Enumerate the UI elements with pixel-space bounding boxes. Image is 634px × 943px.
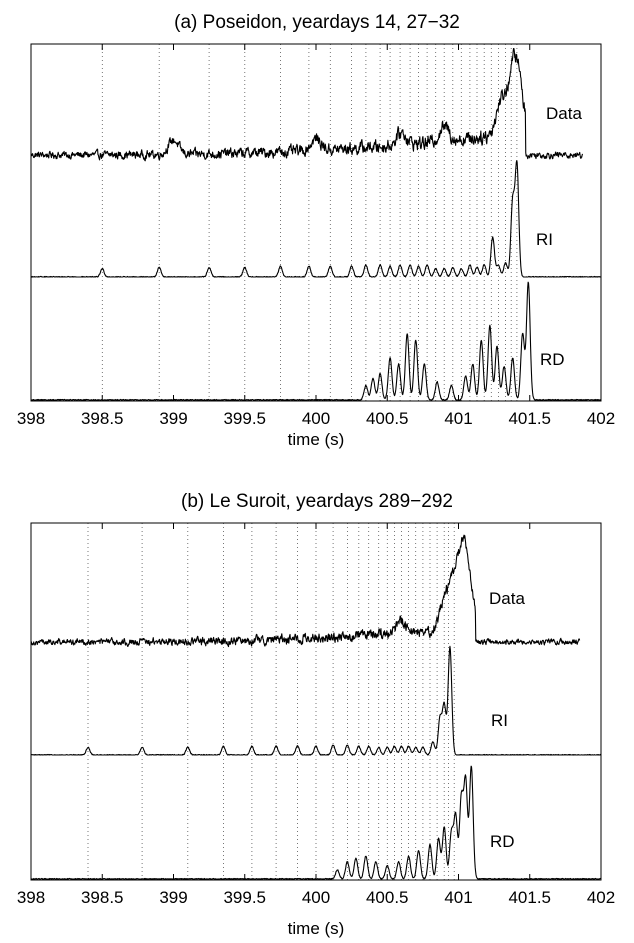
panel-b-xtick-label-8: 402 — [587, 888, 615, 907]
panel-a-label-ri: RI — [536, 230, 553, 249]
panel-b: (b) Le Suroit, yeardays 289−292 398 398.5… — [17, 491, 615, 938]
panel-b-label-rd: RD — [490, 832, 515, 851]
panel-a-xtick-label-4: 400 — [302, 409, 330, 428]
panel-a: (a) Poseidon, yeardays 14, 27−32 398 398.… — [17, 12, 615, 449]
panel-a-xtick-label-5: 400.5 — [366, 409, 409, 428]
panel-a-title: (a) Poseidon, yeardays 14, 27−32 — [174, 12, 460, 33]
panel-b-label-data: Data — [489, 589, 525, 608]
panel-a-label-data: Data — [546, 104, 582, 123]
panel-a-xlabel: time (s) — [288, 430, 345, 449]
panel-a-xtick-label-6: 401 — [444, 409, 472, 428]
panel-a-xtick-label-2: 399 — [159, 409, 187, 428]
panel-a-xtick-label-0: 398 — [17, 409, 45, 428]
panel-b-trace-data — [30, 534, 581, 648]
panel-b-xtick-label-7: 401.5 — [508, 888, 551, 907]
panel-b-x-axis: 398 398.5 399 399.5 400 400.5 401 401.5 402 — [17, 523, 615, 907]
panel-b-trace-ri — [30, 645, 602, 756]
panel-b-xtick-label-0: 398 — [17, 888, 45, 907]
panel-a-label-rd: RD — [540, 350, 565, 369]
panel-a-xtick-label-1: 398.5 — [81, 409, 124, 428]
panel-b-xtick-label-2: 399 — [159, 888, 187, 907]
panel-b-xlabel: time (s) — [288, 919, 345, 938]
panel-b-xtick-label-6: 401 — [444, 888, 472, 907]
panel-b-xtick-label-3: 399.5 — [223, 888, 266, 907]
panel-b-xtick-label-5: 400.5 — [366, 888, 409, 907]
panel-a-xtick-label-8: 402 — [587, 409, 615, 428]
panel-a-xtick-label-7: 401.5 — [508, 409, 551, 428]
panel-b-xtick-label-4: 400 — [302, 888, 330, 907]
panel-b-title: (b) Le Suroit, yeardays 289−292 — [181, 491, 453, 512]
panel-a-xtick-label-3: 399.5 — [223, 409, 266, 428]
panel-a-trace-data — [30, 47, 584, 162]
panel-b-label-ri: RI — [491, 711, 508, 730]
panel-a-trace-ri — [30, 160, 602, 278]
panel-b-xtick-label-1: 398.5 — [81, 888, 124, 907]
panel-a-x-axis: 398 398.5 399 399.5 400 400.5 401 401.5 402 — [17, 44, 615, 428]
